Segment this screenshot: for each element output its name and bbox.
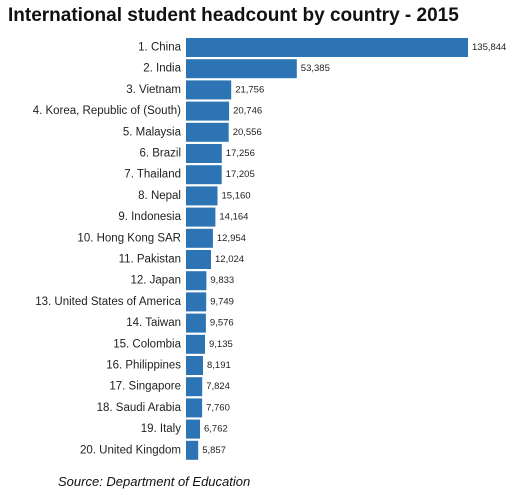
category-label: 6. Brazil — [139, 148, 181, 160]
category-label: 4. Korea, Republic of (South) — [33, 105, 181, 117]
category-label: 12. Japan — [130, 275, 181, 287]
category-label: 18. Saudi Arabia — [97, 402, 182, 414]
value-label: 9,135 — [209, 339, 233, 350]
category-label: 2. India — [143, 63, 181, 75]
value-label: 12,954 — [217, 233, 246, 244]
bar — [186, 122, 229, 142]
value-label: 20,746 — [233, 106, 262, 117]
value-label: 7,824 — [206, 381, 230, 392]
value-label: 15,160 — [222, 190, 251, 201]
bar — [186, 292, 207, 312]
value-label: 9,833 — [210, 275, 234, 286]
category-label: 17. Singapore — [109, 381, 181, 393]
bar — [186, 377, 203, 397]
bar — [186, 186, 218, 206]
category-label: 14. Taiwan — [126, 317, 181, 329]
chart-title: International student headcount by count… — [8, 5, 459, 26]
bar — [186, 207, 216, 227]
category-label: 1. China — [138, 42, 181, 54]
bar — [186, 419, 200, 439]
category-label: 3. Vietnam — [126, 84, 181, 96]
category-label: 5. Malaysia — [123, 126, 182, 138]
bar — [186, 250, 211, 269]
bar — [186, 38, 468, 57]
category-label: 8. Nepal — [138, 190, 181, 202]
category-label: 9. Indonesia — [118, 211, 181, 223]
bar — [186, 144, 222, 163]
value-label: 21,756 — [235, 84, 264, 95]
bar — [186, 59, 297, 79]
source-note: Source: Department of Education — [58, 474, 251, 489]
value-label: 17,256 — [226, 148, 255, 159]
category-label: 19. Italy — [141, 423, 182, 435]
bar-chart: 1. China 135,844 2. India 53,385 3. Vietnam 2… — [33, 38, 506, 460]
bar — [186, 165, 222, 185]
bar — [186, 398, 203, 418]
value-label: 7,760 — [206, 402, 230, 413]
value-label: 20,556 — [233, 127, 262, 138]
category-label: 16. Philippines — [106, 360, 181, 372]
category-label: 11. Pakistan — [119, 254, 181, 266]
category-label: 7. Thailand — [124, 169, 181, 181]
bar — [186, 228, 213, 248]
bar — [186, 101, 230, 121]
value-label: 53,385 — [301, 63, 330, 74]
value-label: 6,762 — [204, 424, 228, 435]
bar — [186, 313, 206, 333]
value-label: 9,749 — [210, 296, 234, 307]
bar — [186, 271, 207, 291]
bar — [186, 80, 232, 100]
value-label: 5,857 — [202, 445, 226, 456]
category-label: 20. United Kingdom — [80, 444, 181, 456]
value-label: 12,024 — [215, 254, 244, 265]
category-label: 13. United States of America — [35, 296, 181, 308]
bar — [186, 334, 205, 354]
value-label: 135,844 — [472, 42, 506, 53]
value-label: 8,191 — [207, 360, 231, 371]
value-label: 14,164 — [219, 212, 248, 223]
bar — [186, 356, 203, 375]
value-label: 17,205 — [226, 169, 255, 180]
bar — [186, 440, 199, 460]
category-label: 10. Hong Kong SAR — [77, 232, 181, 244]
category-label: 15. Colombia — [113, 338, 181, 350]
value-label: 9,576 — [210, 318, 234, 329]
